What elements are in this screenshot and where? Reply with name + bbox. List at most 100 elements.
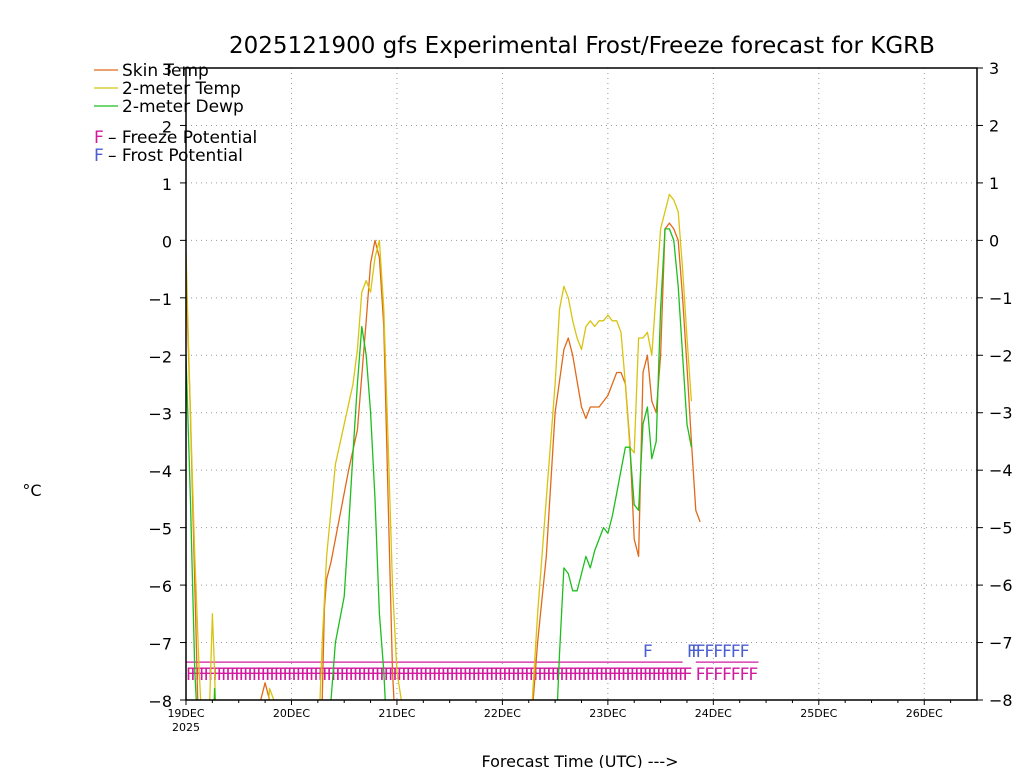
freeze-flag: F bbox=[208, 665, 218, 685]
freeze-flag: F bbox=[384, 665, 394, 685]
freeze-flag: F bbox=[357, 665, 367, 685]
x-tick-label: 19DEC bbox=[167, 707, 204, 720]
freeze-flag: F bbox=[661, 665, 671, 685]
series-layer bbox=[186, 193, 701, 700]
freeze-flag: F bbox=[199, 665, 209, 685]
freeze-flag: F bbox=[748, 665, 758, 685]
freeze-flag: F bbox=[480, 665, 490, 685]
freeze-flag: F bbox=[261, 665, 271, 685]
y-tick-label-left: −7 bbox=[148, 635, 172, 654]
freeze-flag: F bbox=[542, 665, 552, 685]
freeze-flag: F bbox=[432, 665, 442, 685]
freeze-flag: F bbox=[300, 665, 310, 685]
flag-legend-symbol: F bbox=[94, 146, 104, 166]
plot-frame bbox=[185, 67, 978, 701]
freeze-flag: F bbox=[212, 665, 222, 685]
freeze-flag: F bbox=[634, 665, 644, 685]
freeze-flag: F bbox=[538, 665, 548, 685]
freeze-flag: F bbox=[450, 665, 460, 685]
freeze-flag: F bbox=[582, 665, 592, 685]
freeze-flag: F bbox=[415, 665, 425, 685]
y-tick-label-right: 0 bbox=[989, 231, 999, 250]
frost-flag: F bbox=[705, 642, 715, 662]
freeze-flag: F bbox=[186, 665, 196, 685]
freeze-flag: F bbox=[269, 665, 279, 685]
freeze-flag: F bbox=[713, 665, 723, 685]
freeze-flag: F bbox=[353, 665, 363, 685]
freeze-flag: F bbox=[665, 665, 675, 685]
legend-label: 2-meter Dewp bbox=[122, 97, 244, 117]
freeze-flag: F bbox=[630, 665, 640, 685]
y-tick-label-right: −1 bbox=[989, 289, 1013, 308]
freeze-flag: F bbox=[643, 665, 653, 685]
y-tick-label-right: 1 bbox=[989, 174, 999, 193]
freeze-flag: F bbox=[445, 665, 455, 685]
freeze-flag: F bbox=[248, 665, 258, 685]
freeze-flag: F bbox=[472, 665, 482, 685]
legend-label: Skin Temp bbox=[122, 61, 209, 81]
y-tick-label-right: 2 bbox=[989, 116, 999, 135]
freeze-flag: F bbox=[291, 665, 301, 685]
freeze-flags: FFFFFFFFFFFFFFFFFFFFFFFFFFFFFFFFFFFFFFFF… bbox=[186, 661, 759, 685]
freeze-flag: F bbox=[221, 665, 231, 685]
freeze-flag: F bbox=[533, 665, 543, 685]
freeze-flag: F bbox=[274, 665, 284, 685]
freeze-flag: F bbox=[287, 665, 297, 685]
freeze-flag: F bbox=[397, 665, 407, 685]
x-tick-label: 24DEC bbox=[695, 707, 732, 720]
freeze-flag: F bbox=[740, 665, 750, 685]
freeze-flag: F bbox=[546, 665, 556, 685]
freeze-flag: F bbox=[309, 665, 319, 685]
freeze-flag: F bbox=[683, 665, 693, 685]
freeze-flag: F bbox=[555, 665, 565, 685]
freeze-flag: F bbox=[441, 665, 451, 685]
y-tick-label-left: 0 bbox=[162, 232, 172, 251]
freeze-flag: F bbox=[296, 665, 306, 685]
freeze-flag: F bbox=[476, 665, 486, 685]
freeze-flag: F bbox=[340, 665, 350, 685]
freeze-flag: F bbox=[603, 665, 613, 685]
y-tick-label-left: −6 bbox=[148, 577, 172, 596]
freeze-flag: F bbox=[234, 665, 244, 685]
freeze-flag: F bbox=[458, 665, 468, 685]
legend-label: 2-meter Temp bbox=[122, 79, 241, 99]
freeze-flag: F bbox=[590, 665, 600, 685]
flag-legend-symbol: F bbox=[94, 128, 104, 148]
freeze-flag: F bbox=[256, 665, 266, 685]
freeze-flag: F bbox=[463, 665, 473, 685]
y-tick-label-left: 2 bbox=[162, 117, 172, 136]
frost-flag: F bbox=[722, 642, 732, 662]
freeze-flag: F bbox=[217, 665, 227, 685]
frost-flag: F bbox=[740, 642, 750, 662]
freeze-flag: F bbox=[586, 665, 596, 685]
series-2-meter-dewp bbox=[186, 228, 693, 700]
y-tick-label-left: −8 bbox=[148, 692, 172, 711]
x-tick-label: 21DEC bbox=[378, 707, 415, 720]
freeze-flag: F bbox=[595, 665, 605, 685]
freeze-flag: F bbox=[406, 665, 416, 685]
freeze-flag: F bbox=[344, 665, 354, 685]
freeze-flag: F bbox=[674, 665, 684, 685]
y-tick-label-left: −3 bbox=[148, 405, 172, 424]
y-tick-label-right: −3 bbox=[989, 404, 1013, 423]
frost-flag: F bbox=[691, 642, 701, 662]
flag-legend-label: – Freeze Potential bbox=[108, 128, 257, 148]
freeze-flag: F bbox=[647, 665, 657, 685]
freeze-flag: F bbox=[252, 665, 262, 685]
chart-title: 2025121900 gfs Experimental Frost/Freeze… bbox=[229, 33, 935, 59]
freeze-flag: F bbox=[436, 665, 446, 685]
freeze-flag: F bbox=[349, 665, 359, 685]
freeze-flag: F bbox=[243, 665, 253, 685]
y-tick-label-right: −5 bbox=[989, 519, 1013, 538]
series-2-meter-temp bbox=[186, 193, 693, 700]
y-tick-label-left: 3 bbox=[162, 60, 172, 79]
freeze-flag: F bbox=[696, 665, 706, 685]
freeze-flag: F bbox=[516, 665, 526, 685]
freeze-flag: F bbox=[305, 665, 315, 685]
y-tick-label-right: 3 bbox=[989, 59, 999, 78]
freeze-flag: F bbox=[608, 665, 618, 685]
freeze-flag: F bbox=[498, 665, 508, 685]
freeze-flag: F bbox=[278, 665, 288, 685]
